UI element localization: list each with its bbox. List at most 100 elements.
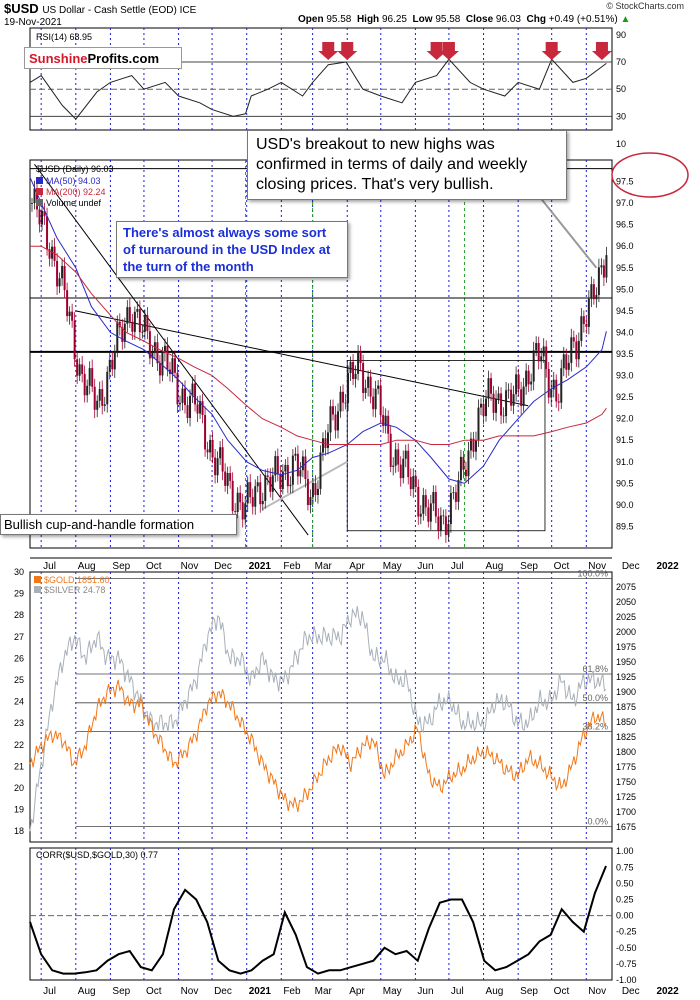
candle-body [314,483,317,496]
price-tick-label: 93.5 [616,349,634,359]
candle-body [332,406,335,415]
candle-body [522,386,525,406]
candle-body [78,364,81,376]
candle-body [552,379,555,390]
silver-tick-label: 28 [14,610,24,620]
gold-tick-label: 1700 [616,807,636,817]
month-label-top: Nov [181,561,199,572]
candle-body [281,471,284,490]
candle-body [605,255,608,278]
candle-body [173,358,176,373]
candle-body [449,493,452,525]
candle-body [492,393,495,413]
candle-body [143,315,146,332]
candle-body [397,449,400,465]
gold-tick-label: 1800 [616,747,636,757]
candle-body [540,356,543,362]
candle-body [91,368,94,387]
fib-level-label: 0.0% [587,816,608,826]
price-tick-label: 94.5 [616,306,634,316]
silver-tick-label: 24 [14,697,24,707]
candle-body [417,486,420,517]
silver-tick-label: 19 [14,805,24,815]
candle-body [364,387,367,393]
candle-body [254,486,257,507]
candle-body [113,351,116,370]
candle-body [304,456,307,480]
gold-tick-label: 2025 [616,612,636,622]
fib-level-label: 100.0% [577,569,608,579]
rsi-tick-label: 30 [616,111,626,121]
gold-tick-label: 1775 [616,762,636,772]
candle-body [229,473,232,481]
month-label-bottom: Feb [283,986,301,997]
price-tick-label: 97.0 [616,198,634,208]
candle-body [505,390,508,417]
candle-body [121,327,124,342]
ohlc-readout: Open 95.58 High 96.25 Low 95.58 Close 96… [298,14,631,25]
month-label-bottom: Aug [78,986,96,997]
candle-body [427,507,430,522]
month-label-top: Aug [78,561,96,572]
candle-body [432,491,435,504]
candle-body [334,414,337,431]
candle-body [138,309,141,333]
month-label-top: Oct [146,561,162,572]
candle-body [244,503,247,520]
candle-body [206,449,209,453]
candle-body [587,298,590,327]
candle-body [291,455,294,485]
candle-body [409,477,412,490]
candle-body [462,456,465,470]
candle-body [184,388,187,406]
gold-tick-label: 1975 [616,642,636,652]
candle-body [595,295,598,300]
candle-body [474,440,477,452]
candle-body [236,492,239,513]
candle-body [442,515,445,517]
fib-level-label: 61.8% [582,664,608,674]
candle-body [580,316,583,341]
candle-body [111,359,114,370]
candle-body [56,260,59,287]
month-label-top: Oct [554,561,570,572]
month-label-bottom: Sep [520,986,538,997]
candle-body [284,464,287,472]
candle-body [542,346,545,357]
silver-tick-label: 20 [14,783,24,793]
candle-body [158,363,161,376]
corr-tick-label: -0.25 [616,927,637,937]
silver-tick-label: 23 [14,718,24,728]
candle-body [344,402,347,404]
candle-body [128,307,131,322]
gold-tick-label: 1725 [616,792,636,802]
copyright-label: © StockCharts.com [606,1,684,11]
candle-body [572,337,575,342]
candle-body [311,483,314,498]
month-label-top: Nov [588,561,606,572]
ma50-legend-swatch [36,177,43,184]
volume-legend-label: Volume undef [46,198,102,208]
rsi-label: RSI(14) 68.95 [36,32,92,42]
rsi-tick-label: 90 [616,30,626,40]
candle-body [214,457,217,476]
corr-tick-label: 0.25 [616,895,634,905]
candle-body [367,376,370,388]
candle-body [86,385,89,396]
candle-body [399,464,402,479]
candle-body [454,492,457,502]
candle-body [133,311,136,332]
candle-body [71,311,74,321]
month-label-bottom: Sep [112,986,130,997]
panel-frame-rsi [29,27,613,131]
candle-body [296,453,299,477]
down-arrow-icon [591,42,612,60]
candle-body [279,473,282,490]
candle-body [490,378,493,394]
volume-legend-swatch [36,199,43,206]
candle-body [560,368,563,403]
month-label-bottom: Jun [417,986,433,997]
candle-body [412,476,415,490]
candle-body [103,404,106,406]
candle-body [530,381,533,385]
